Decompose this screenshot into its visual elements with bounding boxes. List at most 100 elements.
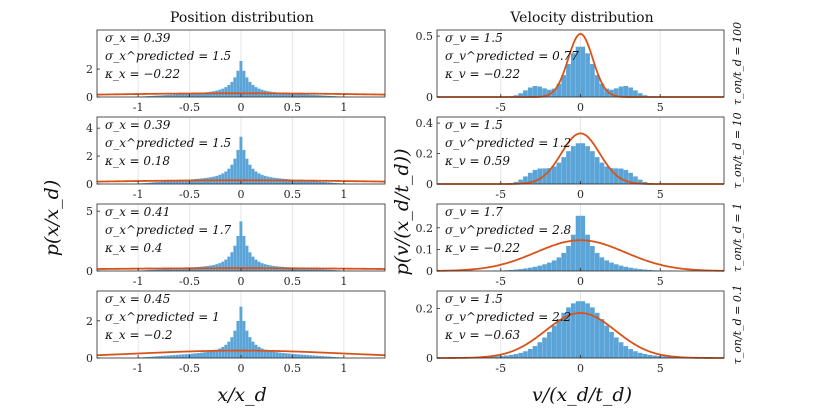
histogram-bar: [148, 182, 152, 184]
histogram-bar: [547, 262, 552, 271]
stat-label: σ_x = 0.41: [105, 205, 170, 219]
histogram-bar: [184, 267, 188, 271]
histogram-bar: [556, 257, 562, 271]
histogram-bar: [566, 63, 571, 97]
histogram-bar: [508, 354, 514, 358]
y-tick-label: 0: [426, 178, 433, 191]
histogram-bar: [230, 337, 234, 358]
histogram-bar: [324, 182, 328, 184]
histogram-bar: [503, 355, 509, 358]
y-tick-label: 0.2: [416, 222, 434, 235]
histogram-bar: [224, 259, 228, 271]
histogram-bar: [175, 180, 179, 184]
histogram-bar: [254, 87, 258, 97]
histogram-bar: [281, 178, 285, 184]
histogram-bar: [542, 337, 547, 358]
histogram: [475, 301, 686, 358]
histogram-bar: [184, 179, 188, 184]
histogram-bar: [248, 164, 252, 184]
histogram-bar: [315, 355, 319, 358]
histogram-bar: [633, 351, 638, 358]
histogram-bar: [309, 180, 313, 184]
histogram-bar: [157, 269, 161, 271]
histogram-bar: [172, 268, 176, 271]
histogram-bar: [585, 53, 590, 97]
histogram-bar: [590, 307, 595, 358]
histogram-bar: [154, 269, 158, 271]
velocity-xlabel: v/(x_d/t_d): [532, 384, 632, 406]
histogram-bar: [580, 143, 586, 184]
histogram-bar: [239, 221, 243, 271]
histogram-bar: [145, 356, 149, 358]
histogram-bar: [609, 168, 614, 184]
histogram-bar: [148, 269, 152, 271]
x-tick-label: -0.5: [179, 188, 200, 201]
histogram-bar: [239, 60, 243, 97]
x-tick-label: 0: [238, 275, 245, 288]
x-tick-label: 5: [657, 101, 664, 114]
histogram-bar: [163, 355, 167, 358]
stat-label: σ_v^predicted = 1.2: [445, 136, 571, 150]
histogram-bar: [613, 264, 619, 271]
histogram-bar: [590, 151, 595, 184]
histogram-bar: [303, 94, 307, 97]
histogram-bar: [194, 93, 197, 97]
histogram-bar: [580, 301, 586, 358]
histogram-bar: [628, 267, 633, 271]
histogram-bar: [537, 342, 543, 358]
histogram-bar: [609, 331, 614, 358]
histogram-bar: [200, 352, 203, 358]
histogram-bar: [309, 94, 313, 97]
histogram-bar: [300, 354, 303, 358]
histogram-bar: [275, 92, 279, 97]
histogram-bar: [657, 355, 662, 358]
histogram-bar: [178, 94, 182, 97]
histogram-bar: [547, 168, 552, 184]
histogram-bar: [163, 95, 167, 97]
histogram-bar: [518, 93, 523, 97]
histogram-bar: [327, 269, 331, 271]
histogram-bar: [637, 269, 643, 271]
histogram-bar: [218, 348, 222, 358]
histogram-bar: [532, 346, 538, 358]
y-tick-label: 0: [86, 265, 93, 278]
histogram-bar: [628, 87, 633, 97]
histogram-bar: [333, 356, 337, 358]
histogram-bar: [297, 94, 300, 97]
histogram-bar: [327, 182, 331, 184]
histogram-bar: [666, 356, 672, 358]
histogram-bar: [609, 89, 614, 97]
x-tick-label: 0.5: [284, 275, 302, 288]
histogram-bar: [294, 93, 297, 97]
x-tick-label: -1: [133, 275, 144, 288]
histogram-bar: [315, 181, 319, 184]
histogram-bar: [224, 87, 228, 97]
histogram-bar: [160, 181, 164, 184]
histogram-bar: [287, 353, 291, 358]
histogram-bar: [318, 355, 322, 358]
histogram-bar: [190, 353, 194, 358]
position-xlabel: x/x_d: [217, 384, 267, 406]
x-tick-label: -1: [133, 188, 144, 201]
histogram-bar: [175, 94, 179, 97]
histogram-bar: [221, 173, 225, 184]
histogram-bar: [628, 349, 633, 358]
histogram-bar: [236, 236, 240, 271]
histogram-bar: [523, 351, 528, 358]
histogram-bar: [599, 319, 605, 358]
y-tick-label: 0.2: [416, 148, 434, 161]
stat-label: κ_v = −0.63: [444, 328, 520, 342]
histogram-bar: [604, 166, 610, 184]
y-tick-label: 0: [86, 178, 93, 191]
histogram-bar: [312, 94, 316, 97]
histogram-bar: [251, 256, 255, 271]
histogram-bar: [163, 269, 167, 271]
stat-label: κ_x = 0.4: [104, 241, 162, 255]
histogram-bar: [215, 349, 219, 358]
histogram-bar: [194, 179, 197, 184]
histogram-bar: [537, 168, 543, 184]
histogram-bar: [618, 86, 624, 97]
histogram-bar: [169, 94, 173, 97]
histogram-bar: [145, 182, 149, 184]
